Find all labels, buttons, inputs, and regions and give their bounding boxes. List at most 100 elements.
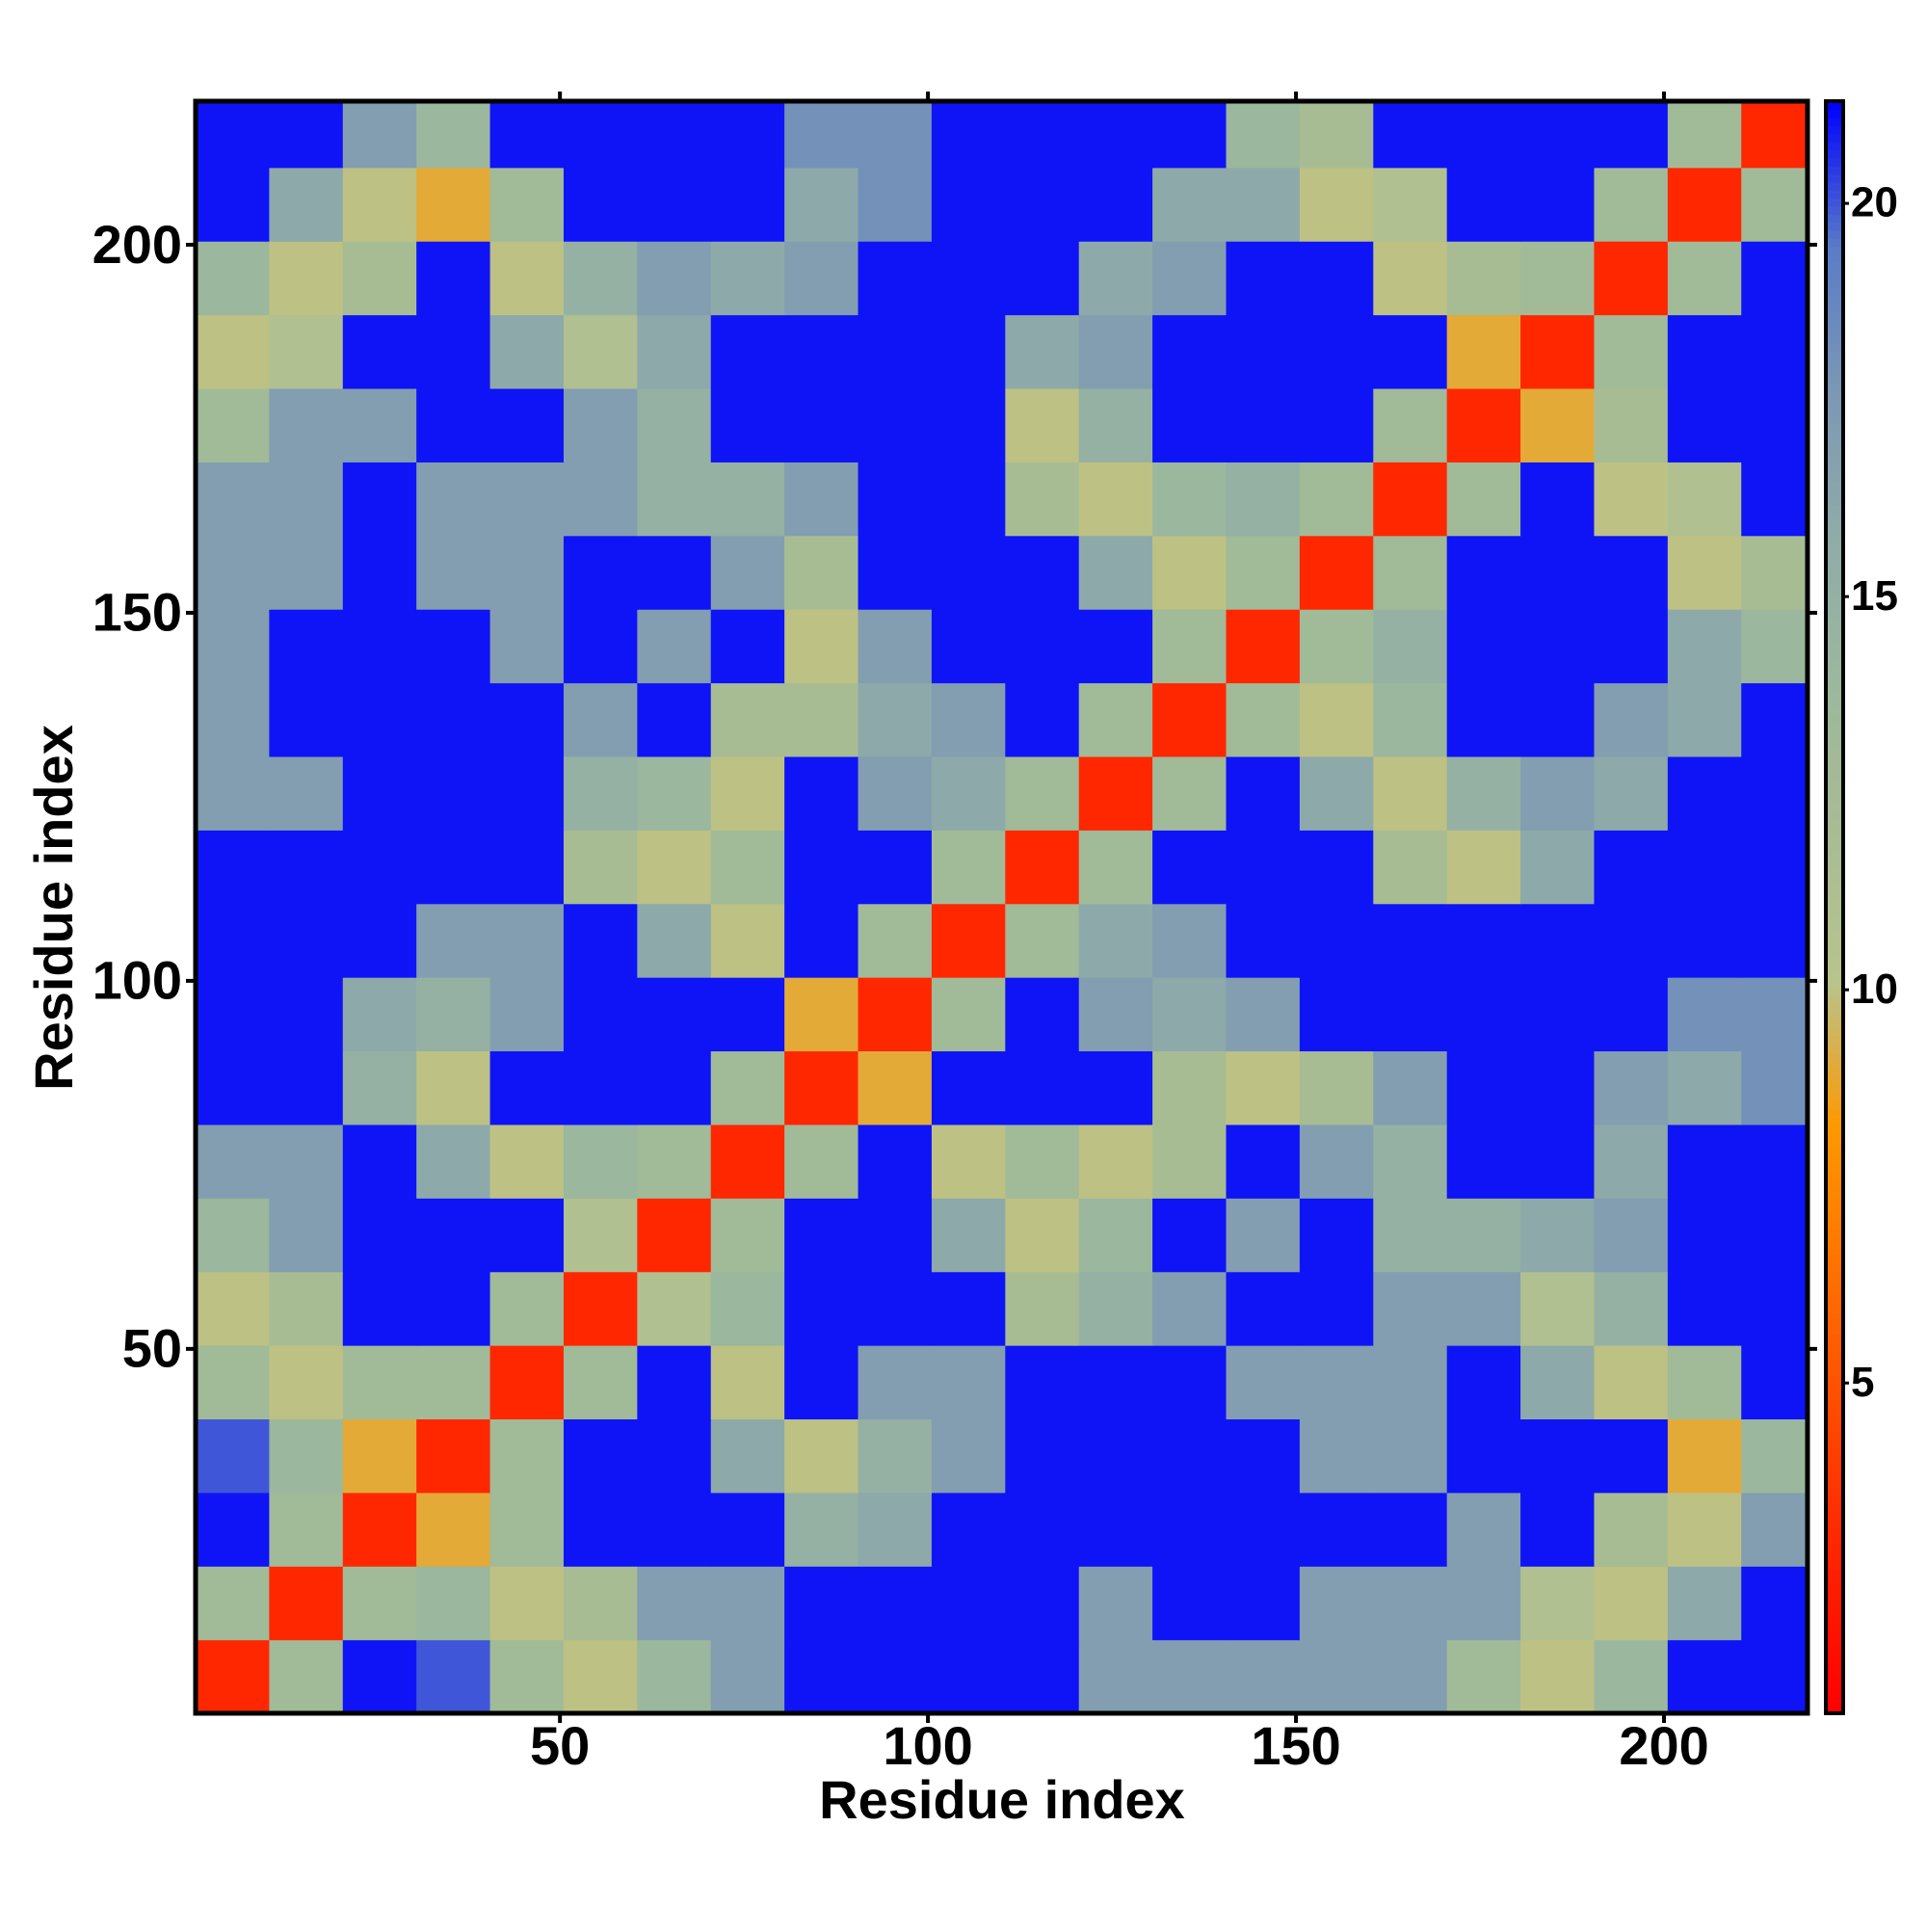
colorbar-segment bbox=[1826, 278, 1843, 288]
heatmap-cell bbox=[196, 1050, 270, 1125]
heatmap-cell bbox=[1520, 755, 1596, 831]
heatmap-cell bbox=[710, 755, 785, 831]
heatmap-cell bbox=[1741, 241, 1808, 316]
heatmap-cell bbox=[1373, 682, 1448, 757]
heatmap-cell bbox=[1741, 1418, 1808, 1494]
heatmap-cell bbox=[710, 101, 785, 169]
colorbar-segment bbox=[1826, 1527, 1843, 1537]
heatmap-cell bbox=[342, 387, 417, 463]
heatmap-cell bbox=[1520, 1198, 1596, 1273]
heatmap-cell bbox=[1520, 167, 1596, 242]
colorbar-segment bbox=[1826, 367, 1843, 377]
heatmap-cell bbox=[1446, 1566, 1521, 1641]
colorbar-frame bbox=[1824, 99, 1845, 1715]
heatmap-cell bbox=[1373, 1271, 1448, 1346]
heatmap-cell bbox=[342, 1050, 417, 1125]
heatmap-cell bbox=[489, 1050, 565, 1125]
heatmap-cell bbox=[1299, 755, 1374, 831]
heatmap-cell bbox=[1078, 609, 1153, 684]
heatmap-cell bbox=[1667, 314, 1742, 389]
colorbar-segment bbox=[1826, 641, 1843, 650]
colorbar-segment bbox=[1826, 1535, 1843, 1546]
colorbar-segment bbox=[1826, 1503, 1843, 1513]
heatmap-cell bbox=[1078, 535, 1153, 610]
heatmap-cell bbox=[269, 167, 344, 242]
heatmap-cell bbox=[858, 1124, 933, 1199]
heatmap-cell bbox=[784, 1492, 859, 1567]
colorbar-segment bbox=[1826, 1431, 1843, 1441]
heatmap-cell bbox=[1446, 1418, 1521, 1494]
heatmap-cell bbox=[269, 755, 344, 831]
heatmap-cell bbox=[196, 314, 270, 389]
heatmap-cell bbox=[1299, 1639, 1374, 1714]
heatmap-cell bbox=[269, 1566, 344, 1641]
heatmap-cell bbox=[1520, 830, 1596, 905]
heatmap-cell bbox=[1152, 535, 1227, 610]
colorbar-tick-label: 20 bbox=[1851, 179, 1898, 226]
heatmap-cell bbox=[1226, 609, 1301, 684]
heatmap-cell bbox=[931, 535, 1006, 610]
heatmap-cell bbox=[1667, 977, 1742, 1052]
heatmap-cell bbox=[563, 167, 638, 242]
heatmap-cell bbox=[1226, 314, 1301, 389]
heatmap-cell bbox=[1078, 755, 1153, 831]
heatmap-cell bbox=[784, 977, 859, 1052]
heatmap-cell bbox=[1741, 1345, 1808, 1420]
heatmap-cell bbox=[1078, 1198, 1153, 1273]
heatmap-cell bbox=[931, 1050, 1006, 1125]
heatmap-cell bbox=[637, 830, 712, 905]
heatmap-cell bbox=[931, 903, 1006, 978]
heatmap-cell bbox=[563, 1639, 638, 1714]
heatmap-cell bbox=[1446, 1639, 1521, 1714]
heatmap-cell bbox=[1226, 830, 1301, 905]
heatmap-cell bbox=[1667, 387, 1742, 463]
colorbar-segment bbox=[1826, 439, 1843, 449]
x-tick-label: 150 bbox=[1251, 1715, 1340, 1776]
heatmap-cell bbox=[196, 1124, 270, 1199]
heatmap-cell bbox=[637, 1050, 712, 1125]
heatmap-cell bbox=[489, 241, 565, 316]
heatmap-cell bbox=[710, 682, 785, 757]
heatmap-cell bbox=[342, 1418, 417, 1494]
heatmap-cell bbox=[1078, 830, 1153, 905]
heatmap-cell bbox=[1005, 1418, 1080, 1494]
heatmap-cell bbox=[416, 1492, 491, 1567]
heatmap-cell bbox=[1299, 387, 1374, 463]
colorbar-segment bbox=[1826, 1261, 1843, 1271]
colorbar-segment bbox=[1826, 415, 1843, 425]
colorbar-segment bbox=[1826, 1664, 1843, 1674]
heatmap-cell bbox=[1594, 1271, 1669, 1346]
heatmap-cell bbox=[196, 1345, 270, 1420]
heatmap-cell bbox=[784, 755, 859, 831]
heatmap-cell bbox=[1078, 903, 1153, 978]
heatmap-cell bbox=[1078, 241, 1153, 316]
colorbar-segment bbox=[1826, 262, 1843, 272]
heatmap-cell bbox=[342, 977, 417, 1052]
colorbar-segment bbox=[1826, 931, 1843, 940]
heatmap-cell bbox=[563, 387, 638, 463]
heatmap-cell bbox=[563, 903, 638, 978]
heatmap-cell bbox=[710, 609, 785, 684]
heatmap-cell bbox=[342, 755, 417, 831]
colorbar-segment bbox=[1826, 238, 1843, 248]
colorbar-tick-label: 5 bbox=[1851, 1359, 1874, 1406]
colorbar-segment bbox=[1826, 624, 1843, 634]
heatmap-cell bbox=[1446, 167, 1521, 242]
heatmap-cell bbox=[858, 903, 933, 978]
heatmap-cell bbox=[1741, 1492, 1808, 1567]
heatmap-cell bbox=[269, 977, 344, 1052]
colorbar-segment bbox=[1826, 770, 1843, 780]
heatmap-cell bbox=[563, 682, 638, 757]
heatmap-cell bbox=[269, 1639, 344, 1714]
x-tick-label: 200 bbox=[1619, 1715, 1708, 1776]
colorbar-segment bbox=[1826, 1439, 1843, 1448]
heatmap-cell bbox=[1520, 682, 1596, 757]
heatmap-cell bbox=[1667, 101, 1742, 169]
colorbar-segment bbox=[1826, 1479, 1843, 1489]
colorbar-segment bbox=[1826, 294, 1843, 304]
heatmap-cell bbox=[931, 1639, 1006, 1714]
colorbar-segment bbox=[1826, 222, 1843, 231]
heatmap-cell bbox=[710, 1566, 785, 1641]
colorbar-segment bbox=[1826, 1511, 1843, 1522]
colorbar-segment bbox=[1826, 552, 1843, 562]
